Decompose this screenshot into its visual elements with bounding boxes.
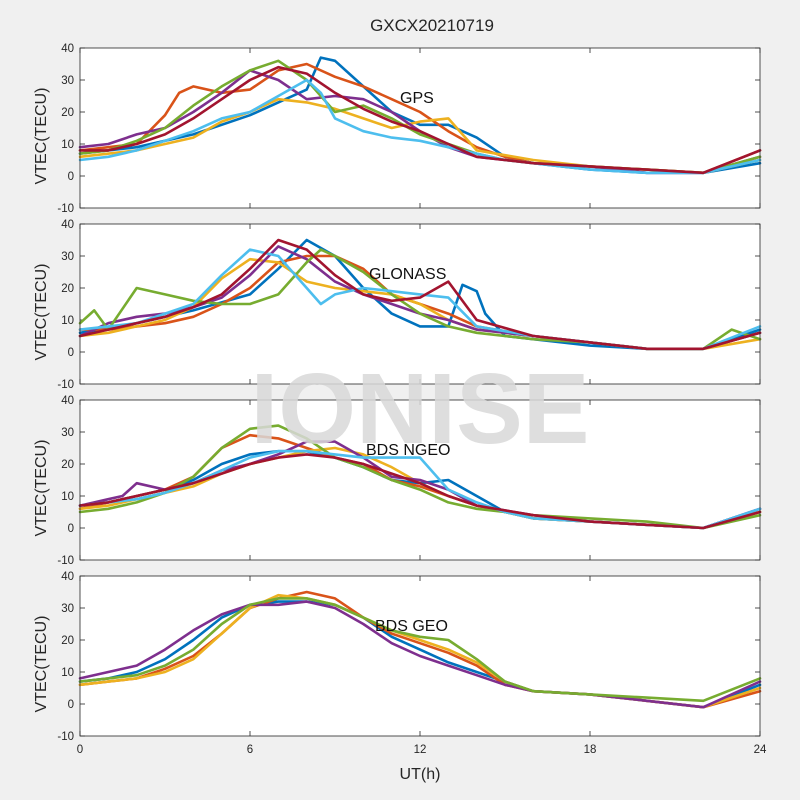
y-tick-label: 0 <box>68 347 74 359</box>
x-axis-label: UT(h) <box>400 766 441 783</box>
x-tick-label: 6 <box>247 744 253 756</box>
series-line-7 <box>78 453 762 530</box>
y-tick-label: -10 <box>57 555 74 567</box>
y-tick-label: 10 <box>61 139 74 151</box>
watermark: IONISE <box>251 353 590 465</box>
plot-area <box>80 48 760 208</box>
axes-frame <box>79 47 761 209</box>
y-tick-label: -10 <box>57 203 74 215</box>
x-tick-label: 12 <box>414 744 427 756</box>
y-tick-label: 10 <box>61 491 74 503</box>
y-tick-label: -10 <box>57 731 74 743</box>
panel-label: GPS <box>400 90 434 107</box>
panel-label: GLONASS <box>369 266 446 283</box>
series-line-6 <box>78 78 762 175</box>
y-tick-label: 40 <box>61 219 74 231</box>
y-tick-label: 30 <box>61 251 74 263</box>
panel-label: BDS NGEO <box>366 442 450 459</box>
y-tick-label: 0 <box>68 523 74 535</box>
y-tick-label: 20 <box>61 107 74 119</box>
axes-frame <box>79 575 761 737</box>
y-tick-label: 40 <box>61 571 74 583</box>
y-tick-label: 20 <box>61 635 74 647</box>
series-line-7 <box>78 65 762 175</box>
panel-2: 40 30 20 10 0 -10 GLONASS VTEC(TECU) <box>33 219 762 391</box>
y-axis-label: VTEC(TECU) <box>33 616 50 713</box>
x-tick-label: 24 <box>754 744 767 756</box>
y-axis-label: VTEC(TECU) <box>33 88 50 185</box>
y-tick-label: 30 <box>61 75 74 87</box>
y-tick-label: 40 <box>61 43 74 55</box>
x-tick-label: 18 <box>584 744 597 756</box>
y-tick-label: 0 <box>68 171 74 183</box>
axes-frame <box>79 223 761 385</box>
y-tick-label: 20 <box>61 283 74 295</box>
chart-title: GXCX20210719 <box>370 16 494 35</box>
y-tick-label: 30 <box>61 427 74 439</box>
x-tick-label: 0 <box>77 744 83 756</box>
y-axis-label: VTEC(TECU) <box>33 440 50 537</box>
series-line-7 <box>78 238 762 351</box>
y-tick-label: 0 <box>68 699 74 711</box>
axes-frame <box>79 399 761 561</box>
y-tick-label: 10 <box>61 315 74 327</box>
series-line-1 <box>78 238 762 351</box>
y-tick-label: 30 <box>61 603 74 615</box>
panel-3: 40 30 20 10 0 -10 BDS NGEO VTEC(TECU) <box>33 395 762 567</box>
y-axis-label: VTEC(TECU) <box>33 264 50 361</box>
y-tick-label: 40 <box>61 395 74 407</box>
panel-1: 40 30 20 10 0 -10 GPS VTEC(TECU) <box>33 43 762 215</box>
y-tick-label: -10 <box>57 379 74 391</box>
panel-label: BDS GEO <box>375 618 448 635</box>
series-line-5 <box>78 597 762 703</box>
y-tick-label: 10 <box>61 667 74 679</box>
y-tick-label: 20 <box>61 459 74 471</box>
